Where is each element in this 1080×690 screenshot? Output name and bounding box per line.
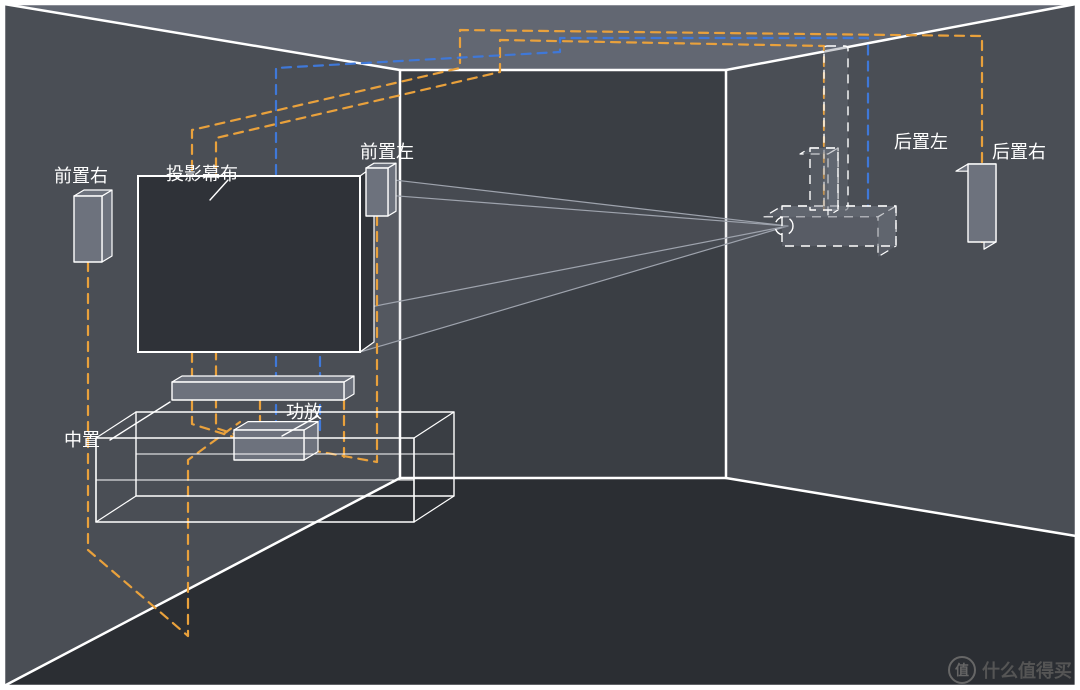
watermark: 值 什么值得买 [948,656,1072,684]
diagram-svg [0,0,1080,690]
diagram-root: { "canvas": { "w": 1080, "h": 690, "bg":… [0,0,1080,690]
watermark-badge-icon: 值 [948,656,976,684]
watermark-text: 什么值得买 [982,657,1072,683]
